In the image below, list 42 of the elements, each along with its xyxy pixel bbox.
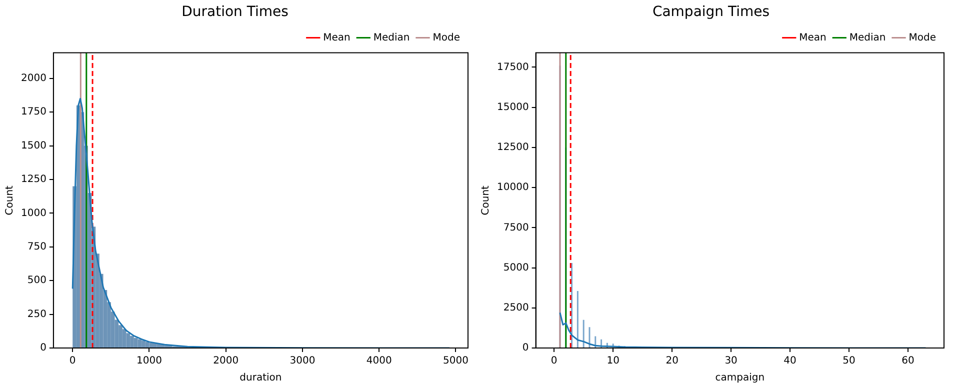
- x-tick-label: 0: [550, 356, 558, 367]
- y-tick-label: 0: [40, 342, 46, 354]
- x-tick-label: 60: [902, 356, 914, 367]
- y-axis-title: Count: [4, 185, 16, 216]
- legend-label: Mean: [323, 32, 350, 44]
- chart-title: Campaign Times: [652, 4, 770, 20]
- y-tick-label: 2500: [503, 302, 529, 314]
- y-tick-label: 0: [522, 342, 529, 354]
- y-tick-label: 250: [27, 308, 46, 320]
- y-tick-label: 2000: [20, 73, 46, 84]
- y-tick-label: 1500: [20, 140, 46, 152]
- x-axis-title: duration: [240, 372, 282, 384]
- y-tick-label: 10000: [497, 182, 529, 194]
- y-tick-label: 1250: [20, 174, 46, 186]
- y-tick-label: 15000: [497, 102, 529, 113]
- chart-title: Duration Times: [182, 4, 288, 20]
- y-axis-title: Count: [480, 185, 492, 216]
- x-tick-label: 10: [606, 356, 620, 367]
- x-axis-title: campaign: [715, 372, 765, 384]
- x-tick-label: 3000: [290, 356, 316, 367]
- x-tick-label: 2000: [213, 356, 239, 367]
- legend-label: Mode: [908, 32, 936, 44]
- y-tick-label: 12500: [497, 142, 529, 154]
- y-tick-label: 7500: [503, 222, 529, 234]
- y-tick-label: 750: [27, 242, 46, 252]
- x-tick-label: 0: [69, 356, 76, 367]
- legend-label: Mode: [432, 32, 460, 44]
- x-tick-label: 40: [784, 356, 796, 367]
- x-tick-label: 20: [666, 356, 678, 367]
- y-tick-label: 5000: [503, 262, 529, 274]
- y-tick-label: 1750: [20, 106, 46, 118]
- y-tick-label: 500: [27, 275, 46, 286]
- x-tick-label: 5000: [443, 356, 468, 367]
- x-tick-label: 50: [842, 356, 856, 367]
- y-tick-label: 1000: [20, 208, 46, 219]
- legend-label: Mean: [799, 32, 826, 44]
- x-tick-label: 30: [724, 356, 738, 367]
- legend-label: Median: [373, 32, 410, 44]
- x-tick-label: 1000: [136, 356, 162, 367]
- x-tick-label: 4000: [366, 356, 392, 367]
- legend-label: Median: [849, 32, 886, 44]
- y-tick-label: 17500: [497, 62, 529, 73]
